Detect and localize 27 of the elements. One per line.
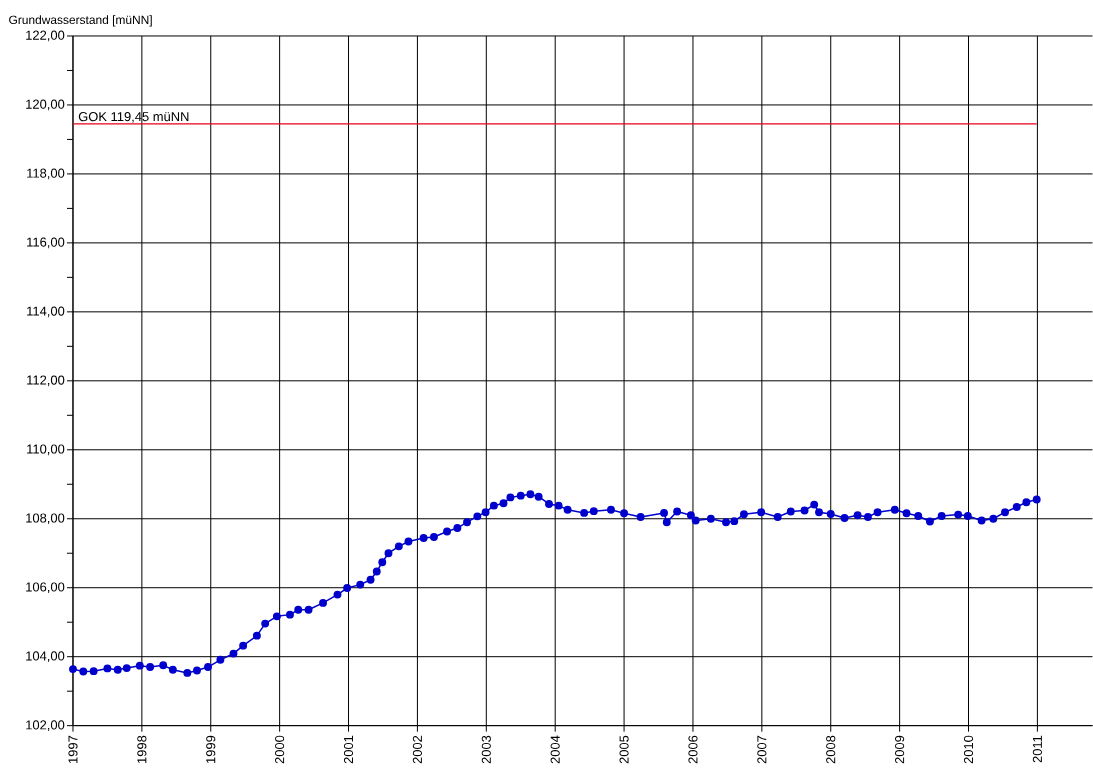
x-tick-label: 1999 bbox=[206, 735, 216, 764]
x-tick-label: 2004 bbox=[550, 735, 560, 764]
y-tick-label: 122,00 bbox=[26, 30, 65, 42]
x-tick-label: 2006 bbox=[688, 735, 698, 764]
x-tick-label: 2001 bbox=[343, 735, 354, 764]
y-tick-label: 112,00 bbox=[27, 375, 65, 387]
x-tick-label: 2000 bbox=[275, 735, 285, 764]
y-axis-title: Grundwasserstand [müNN] bbox=[9, 15, 152, 27]
x-tick-label: 2003 bbox=[481, 735, 491, 764]
y-tick-label: 108,00 bbox=[26, 513, 65, 525]
x-tick-label: 2007 bbox=[757, 736, 767, 764]
x-tick-label: 2009 bbox=[895, 735, 905, 764]
x-tick-label: 2011 bbox=[1032, 735, 1042, 763]
y-tick-label: 118,00 bbox=[27, 168, 65, 180]
x-tick-label: 1997 bbox=[68, 736, 78, 764]
x-tick-label: 2005 bbox=[619, 735, 629, 764]
y-tick-label: 104,00 bbox=[26, 651, 65, 663]
x-tick-label: 1998 bbox=[137, 735, 147, 764]
x-tick-label: 2008 bbox=[826, 735, 836, 764]
y-tick-label: 106,00 bbox=[26, 582, 65, 594]
y-tick-label: 114,00 bbox=[27, 306, 65, 318]
y-tick-label: 116,00 bbox=[27, 237, 65, 249]
x-tick-label: 2002 bbox=[412, 736, 422, 764]
x-tick-label: 2010 bbox=[963, 735, 974, 764]
y-tick-label: 110,00 bbox=[27, 444, 65, 456]
y-tick-label: 102,00 bbox=[26, 720, 65, 732]
y-tick-label: 120,00 bbox=[26, 99, 65, 111]
